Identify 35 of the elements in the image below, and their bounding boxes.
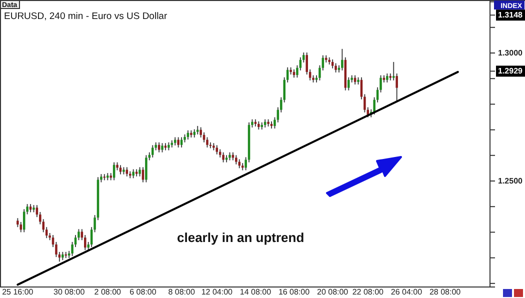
x-tick-label: 26 04:00 xyxy=(390,288,423,297)
x-tick-label: 28 08:00 xyxy=(429,288,462,297)
candlestick xyxy=(222,152,224,163)
text: EURUSD, 240 min - Euro vs US Dollar xyxy=(4,11,168,22)
candlestick xyxy=(161,142,164,153)
candlestick xyxy=(334,62,337,73)
candlestick xyxy=(177,136,180,148)
x-tick-label: 25 16:00 xyxy=(2,288,34,297)
annotation: clearly in an uptrend xyxy=(177,230,304,245)
candlestick xyxy=(299,56,302,71)
x-tick-label: 2 08:00 xyxy=(94,288,122,297)
candlestick xyxy=(348,76,350,91)
y-tick-label: 1.2929 xyxy=(498,66,524,76)
candlestick xyxy=(392,61,395,81)
x-tick-label: 30 08:00 xyxy=(54,288,86,297)
candlestick xyxy=(235,154,238,165)
candlestick xyxy=(126,166,128,177)
candlestick xyxy=(145,154,148,183)
x-tick-label: 12 04:00 xyxy=(201,288,234,297)
candlestick xyxy=(341,48,344,71)
x-tick-label: 20 08:00 xyxy=(316,288,349,297)
x-tick-label: 22 08:00 xyxy=(352,288,384,297)
x-tick-label: 16 08:00 xyxy=(278,288,310,297)
candlestick xyxy=(138,166,141,177)
y-tick-label: 1.2500 xyxy=(498,176,524,186)
candlestick xyxy=(119,164,122,175)
y-tick-label: 1.3000 xyxy=(498,48,524,58)
x-tick-label: 8 08:00 xyxy=(168,288,196,297)
candlestick xyxy=(206,136,208,148)
candlestick xyxy=(216,144,218,155)
x-tick-label: 6 08:00 xyxy=(130,288,157,297)
y-tick-label: 1.3148 xyxy=(498,10,524,20)
candlestick xyxy=(152,144,154,158)
candlestick xyxy=(158,142,160,153)
x-tick-label: 14 08:00 xyxy=(240,288,272,297)
